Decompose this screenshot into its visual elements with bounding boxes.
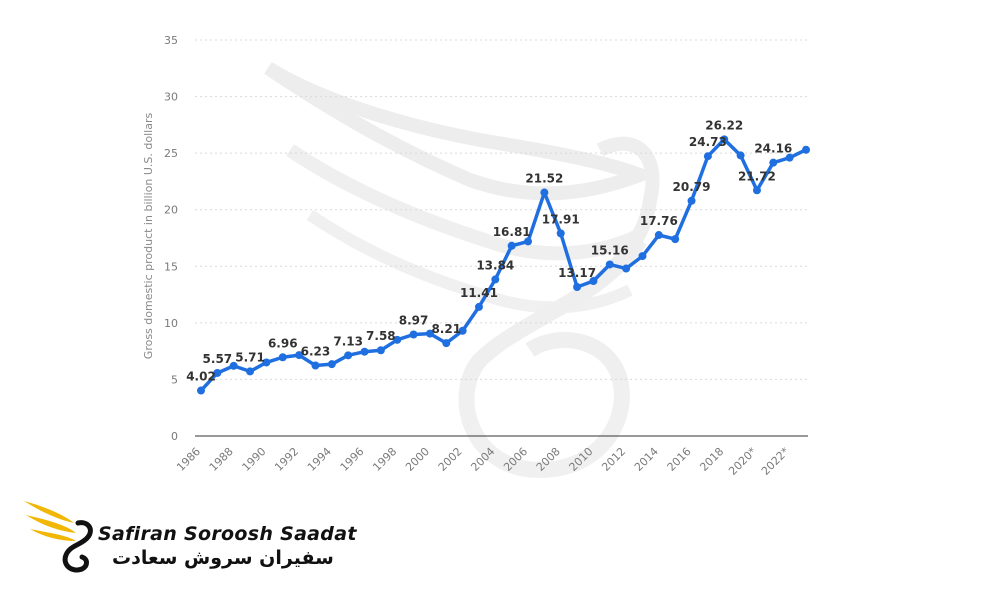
data-point <box>769 158 778 167</box>
x-tick-label: 2016 <box>665 445 694 474</box>
data-label: 11.41 <box>460 286 498 300</box>
data-label: 17.76 <box>640 214 678 228</box>
data-label: 5.57 <box>203 352 233 366</box>
y-tick-label: 20 <box>164 204 178 217</box>
y-axis-ticks: 0 5 10 15 20 25 30 35 <box>164 34 178 443</box>
data-point <box>344 351 353 360</box>
y-tick-label: 30 <box>164 91 178 104</box>
data-label: 7.58 <box>366 329 396 343</box>
data-point <box>687 196 696 205</box>
data-labels: 4.02 5.57 5.716.966.237.13 7.588.978.21 11.4… <box>186 118 792 383</box>
data-label: 24.16 <box>754 142 792 156</box>
data-point <box>311 361 320 370</box>
y-tick-label: 25 <box>164 147 178 160</box>
data-label: 4.02 <box>186 370 216 384</box>
y-tick-label: 5 <box>171 373 178 386</box>
x-tick-label: 2002 <box>436 445 465 474</box>
x-tick-label: 1996 <box>338 445 367 474</box>
data-label: 8.97 <box>399 314 429 328</box>
data-point <box>507 241 516 250</box>
data-point <box>720 135 729 144</box>
wing-logo-icon <box>24 501 93 573</box>
data-point <box>540 188 549 197</box>
data-point <box>802 145 810 154</box>
data-point <box>295 351 304 360</box>
brand-logo: Safiran Soroosh Saadat سفیران سروش سعادت <box>22 493 356 583</box>
x-tick-label: 2000 <box>403 445 432 474</box>
x-tick-label: 2022* <box>759 445 792 478</box>
x-tick-label: 1986 <box>174 445 203 474</box>
x-axis-ticks: 1986 1988 1990 1992 1994 1996 1998 2000 2002 2004… <box>174 445 792 478</box>
data-label: 16.81 <box>493 225 531 239</box>
data-point <box>246 367 255 376</box>
data-point <box>229 361 238 370</box>
data-label: 13.17 <box>558 266 596 280</box>
data-label: 6.96 <box>268 336 298 350</box>
data-point <box>736 151 745 160</box>
data-label: 13.84 <box>476 258 514 272</box>
data-point <box>278 353 287 362</box>
x-tick-label: 2014 <box>632 445 661 474</box>
data-point <box>638 252 647 261</box>
data-label: 17.91 <box>542 212 580 226</box>
data-point <box>474 302 483 311</box>
data-point <box>197 386 205 395</box>
data-point <box>327 360 336 369</box>
data-label: 20.79 <box>673 180 711 194</box>
data-label: 5.71 <box>235 350 265 364</box>
data-point <box>785 153 794 162</box>
data-label: 21.52 <box>525 172 563 186</box>
brand-name-latin: Safiran Soroosh Saadat <box>98 523 357 545</box>
data-label: 21.72 <box>738 169 776 183</box>
x-tick-label: 2018 <box>697 445 726 474</box>
data-point <box>605 260 614 269</box>
data-point <box>524 237 533 246</box>
data-point <box>622 264 631 273</box>
brand-name-farsi: سفیران سروش سعادت <box>112 547 334 569</box>
x-tick-label: 1994 <box>305 445 334 474</box>
data-point <box>671 235 680 244</box>
data-point <box>752 186 761 195</box>
y-tick-label: 10 <box>164 317 178 330</box>
data-label: 24.73 <box>689 135 727 149</box>
data-label: 7.13 <box>333 334 363 348</box>
data-point <box>213 368 222 377</box>
x-tick-label: 1992 <box>272 445 301 474</box>
data-point <box>491 275 500 284</box>
x-tick-label: 1998 <box>370 445 399 474</box>
data-point <box>458 326 467 335</box>
data-point <box>376 346 385 355</box>
data-point <box>589 276 598 285</box>
data-point <box>425 329 434 338</box>
data-point <box>393 335 402 344</box>
x-tick-label: 1988 <box>207 445 236 474</box>
watermark-wing-logo <box>264 62 660 479</box>
data-label: 6.23 <box>301 345 331 359</box>
data-point <box>442 339 451 348</box>
data-point <box>573 282 582 291</box>
data-label: 15.16 <box>591 243 629 257</box>
gridlines <box>195 39 808 380</box>
x-tick-label: 2020* <box>726 445 759 478</box>
data-point <box>262 358 271 367</box>
data-point <box>409 330 418 339</box>
data-points <box>197 135 810 395</box>
data-label: 8.21 <box>431 322 461 336</box>
x-tick-label: 1990 <box>240 445 269 474</box>
data-label: 26.22 <box>705 118 743 132</box>
y-tick-label: 15 <box>164 260 178 273</box>
y-tick-label: 0 <box>171 430 178 443</box>
data-point <box>360 347 369 356</box>
data-point <box>556 229 565 238</box>
data-point <box>703 152 712 161</box>
y-tick-label: 35 <box>164 34 178 47</box>
y-axis-title: Gross domestic product in billion U.S. d… <box>142 113 155 360</box>
data-point <box>654 231 663 240</box>
